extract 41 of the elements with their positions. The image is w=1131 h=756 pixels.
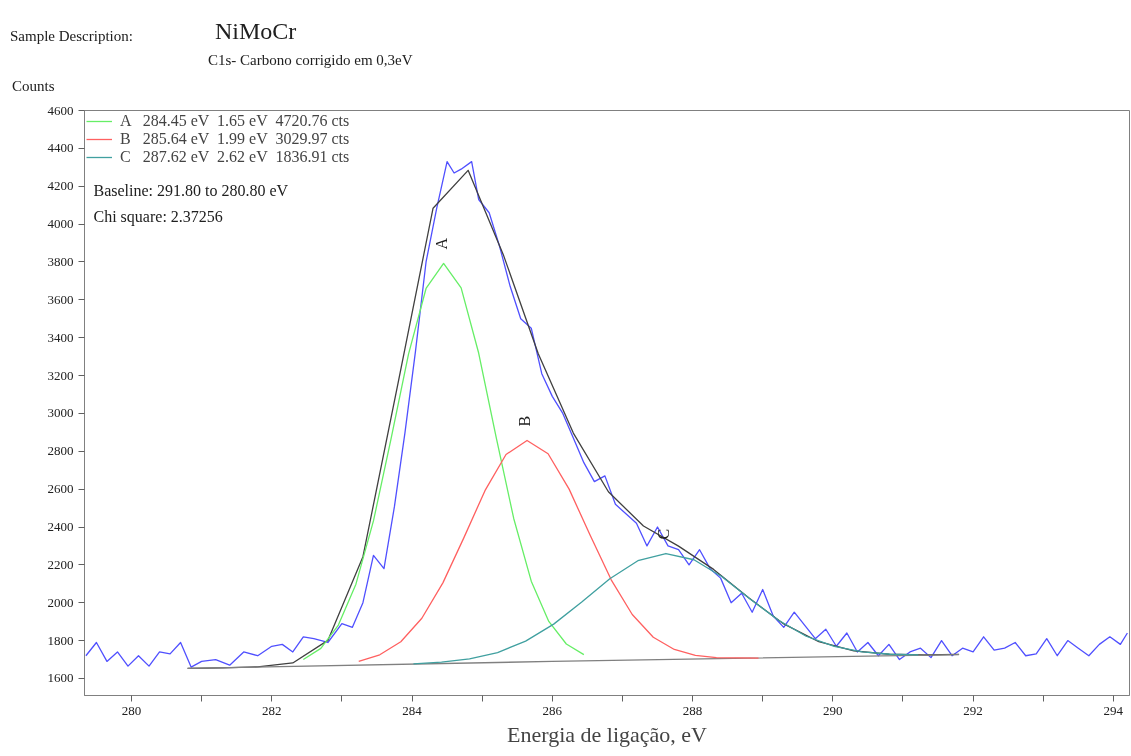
legend-label: C 287.62 eV 2.62 eV 1836.91 cts [120,148,350,166]
y-tick-label: 4000 [47,216,74,232]
line-series [412,552,920,665]
annotation: B [516,415,534,427]
legend-label: A 284.45 eV 1.65 eV 4720.76 cts [120,112,350,130]
y-tick-label: 2200 [47,556,74,572]
y-tick-label: 3000 [47,405,74,421]
line-series [85,160,1129,668]
y-tick-label: 2600 [47,481,74,497]
x-tick-label: 286 [542,702,563,718]
x-tick-label: 282 [262,702,282,718]
y-tick-label: 2400 [47,519,74,534]
legend-label: B 285.64 eV 1.99 eV 3029.97 cts [120,130,350,148]
annotation: Chi square: 2.37256 [93,207,223,226]
y-tick-label: 3600 [47,291,74,307]
chart-subtitle: C1s- Carbono corrigido em 0,3eV [208,51,413,70]
chart-title: NiMoCr [215,17,297,46]
y-tick-label: 4400 [47,140,74,156]
y-tick-label: 2800 [47,443,74,459]
y-tick-label: 4200 [47,178,74,194]
annotation: C [654,528,672,540]
x-tick-label: 284 [402,702,423,718]
y-tick-label: 3400 [47,329,74,345]
y-tick-label: 3800 [47,253,74,269]
x-tick-label: 292 [963,702,983,718]
y-tick-label: 4600 [47,102,74,118]
y-tick-label: 2000 [47,594,74,610]
line-series [358,439,760,663]
annotation: Baseline: 291.80 to 280.80 eV [93,181,289,199]
line-series [302,262,585,661]
y-tick-label: 1600 [47,670,74,686]
x-tick-label: 280 [121,702,142,718]
x-tick-label: 288 [682,702,703,718]
x-axis-title: Energia de ligação, eV [507,721,708,747]
y-tick-label: 3200 [47,367,74,383]
x-tick-label: 290 [823,702,843,718]
y-tick-label: 1800 [47,632,74,648]
x-tick-label: 294 [1103,702,1124,718]
y-axis-title: Counts [12,77,55,96]
annotation: A [432,237,450,250]
text: Sample Description: [10,27,133,46]
